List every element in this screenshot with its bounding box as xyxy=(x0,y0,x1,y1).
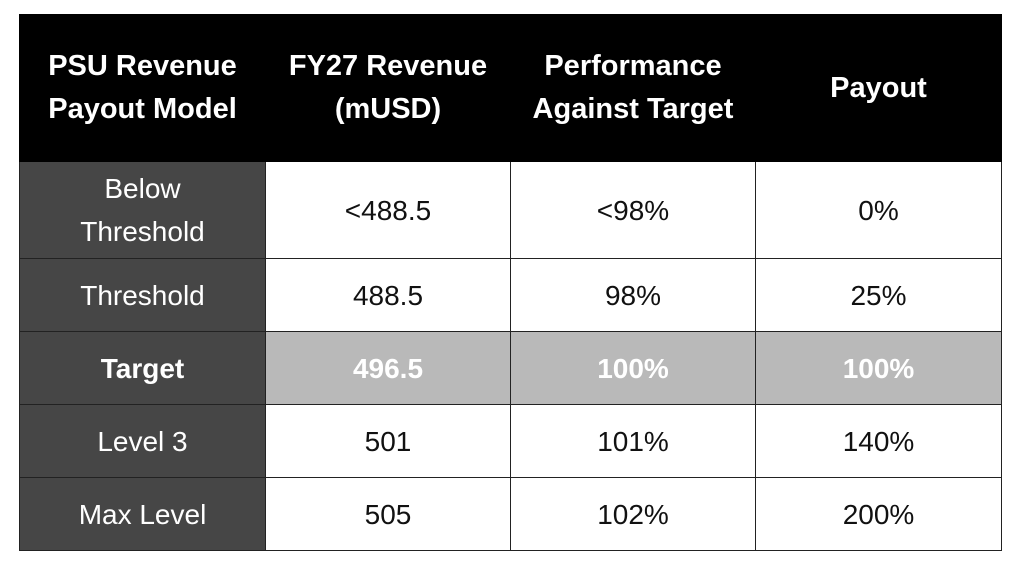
header-payout: Payout xyxy=(755,14,1002,162)
performance-cell: <98% xyxy=(510,161,756,259)
row-label: Target xyxy=(19,331,266,405)
payout-cell: 0% xyxy=(755,161,1002,259)
row-label-line-1: Below xyxy=(104,173,181,204)
table-body: Below Threshold <488.5 <98% 0% Threshold… xyxy=(19,161,1002,551)
header-revenue: FY27 Revenue (mUSD) xyxy=(265,14,511,162)
revenue-cell: 501 xyxy=(265,404,511,478)
row-label: Level 3 xyxy=(19,404,266,478)
table-row: Below Threshold <488.5 <98% 0% xyxy=(19,161,1002,259)
performance-cell: 101% xyxy=(510,404,756,478)
header-performance-line-2: Against Target xyxy=(532,93,734,125)
row-label: Threshold xyxy=(19,258,266,332)
performance-cell: 102% xyxy=(510,477,756,551)
payout-cell: 140% xyxy=(755,404,1002,478)
header-model-line-1: PSU Revenue xyxy=(48,50,237,82)
table-row: Max Level 505 102% 200% xyxy=(19,477,1002,551)
revenue-cell: <488.5 xyxy=(265,161,511,259)
header-performance-line-1: Performance xyxy=(544,50,722,82)
payout-cell: 25% xyxy=(755,258,1002,332)
performance-cell: 98% xyxy=(510,258,756,332)
table-header: PSU Revenue Payout Model FY27 Revenue (m… xyxy=(19,14,1002,162)
header-model-line-2: Payout Model xyxy=(48,93,237,125)
row-label: Below Threshold xyxy=(19,161,266,259)
header-revenue-line-1: FY27 Revenue xyxy=(288,50,488,82)
header-payout-line-1: Payout xyxy=(830,71,927,104)
performance-cell: 100% xyxy=(510,331,756,405)
header-performance: Performance Against Target xyxy=(510,14,756,162)
header-model: PSU Revenue Payout Model xyxy=(19,14,266,162)
header-revenue-line-2: (mUSD) xyxy=(334,93,442,125)
payout-cell: 200% xyxy=(755,477,1002,551)
row-label: Max Level xyxy=(19,477,266,551)
header-row: PSU Revenue Payout Model FY27 Revenue (m… xyxy=(19,14,1002,162)
payout-cell: 100% xyxy=(755,331,1002,405)
table-row: Threshold 488.5 98% 25% xyxy=(19,258,1002,332)
table-row: Level 3 501 101% 140% xyxy=(19,404,1002,478)
revenue-cell: 488.5 xyxy=(265,258,511,332)
table-row-target: Target 496.5 100% 100% xyxy=(19,331,1002,405)
row-label-line-2: Threshold xyxy=(80,216,205,247)
psu-payout-table: PSU Revenue Payout Model FY27 Revenue (m… xyxy=(19,14,1002,551)
revenue-cell: 496.5 xyxy=(265,331,511,405)
revenue-cell: 505 xyxy=(265,477,511,551)
